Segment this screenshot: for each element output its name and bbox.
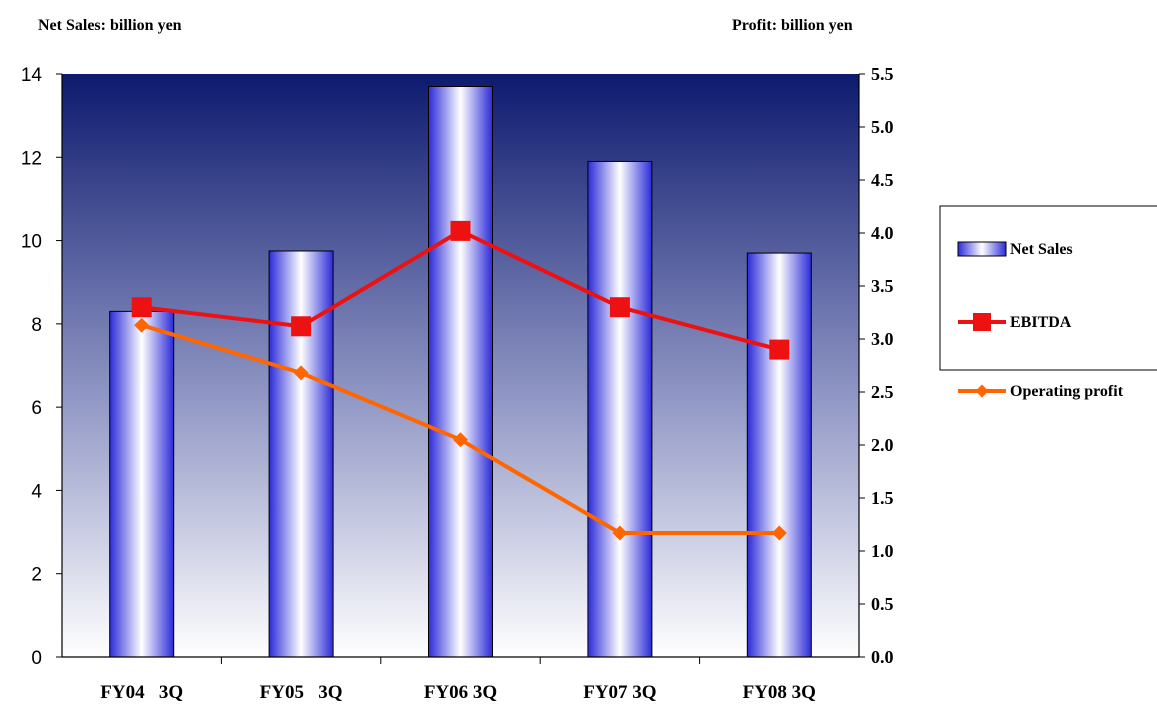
right-tick-label: 5.5 <box>871 64 894 84</box>
legend-swatch-bar <box>957 241 1007 257</box>
right-tick-label: 0.0 <box>871 647 894 667</box>
right-tick-label: 4.5 <box>871 170 894 190</box>
bar-1 <box>109 310 175 658</box>
lines-group <box>131 220 790 541</box>
left-tick-label: 12 <box>21 148 42 169</box>
data-point-diamond <box>771 525 787 541</box>
data-point-square <box>973 313 991 331</box>
labels-group: 0 2 4 6 8 10 12 14 0.0 0.5 1.0 1.5 2.0 2.5 3.0 3.5 4.0 4.… <box>21 64 894 703</box>
legend-label: Operating profit <box>1010 383 1124 400</box>
left-tick-label: 6 <box>31 398 42 419</box>
right-tick-label: 3.5 <box>871 276 894 296</box>
data-point-diamond <box>134 317 150 333</box>
right-tick-label: 2.0 <box>871 435 894 455</box>
data-point-square <box>131 297 152 318</box>
left-tick-label: 14 <box>21 65 43 86</box>
legend-label: Net Sales <box>1010 241 1073 258</box>
right-tick-label: 0.5 <box>871 594 894 614</box>
right-tick-label: 1.0 <box>871 541 894 561</box>
legend-label: EBITDA <box>1010 314 1072 331</box>
data-point-square <box>291 316 312 337</box>
bar-4 <box>587 160 653 658</box>
right-axis-title: Profit: billion yen <box>732 17 853 34</box>
bars-group <box>109 85 812 658</box>
axes-group <box>56 73 865 664</box>
left-tick-label: 10 <box>21 232 42 253</box>
right-tick-label: 3.0 <box>871 329 894 349</box>
left-tick-label: 4 <box>31 481 42 502</box>
left-tick-label: 2 <box>31 565 42 586</box>
category-label: FY08 3Q <box>743 682 816 703</box>
right-tick-label: 1.5 <box>871 488 894 508</box>
data-point-diamond <box>612 525 628 541</box>
category-label: FY07 3Q <box>583 682 656 703</box>
left-axis-title: Net Sales: billion yen <box>38 17 182 34</box>
data-point-diamond <box>453 432 468 448</box>
legend: Net Sales EBITDA Operating profit <box>939 205 1157 400</box>
right-tick-label: 4.0 <box>871 223 894 243</box>
data-point-square <box>450 220 471 241</box>
bar-3 <box>428 85 493 658</box>
category-label: FY05 3Q <box>260 682 343 703</box>
data-point-diamond <box>293 365 309 381</box>
right-tick-label: 2.5 <box>871 382 894 402</box>
left-tick-label: 0 <box>31 648 42 669</box>
category-label: FY06 3Q <box>424 682 497 703</box>
right-tick-label: 5.0 <box>871 117 894 137</box>
bar-5 <box>746 252 812 658</box>
data-point-square <box>609 297 630 318</box>
data-point-diamond <box>975 384 989 398</box>
data-point-square <box>769 339 790 360</box>
left-tick-label: 8 <box>31 315 42 336</box>
category-label: FY04 3Q <box>100 682 183 703</box>
legend-box <box>939 205 1157 371</box>
